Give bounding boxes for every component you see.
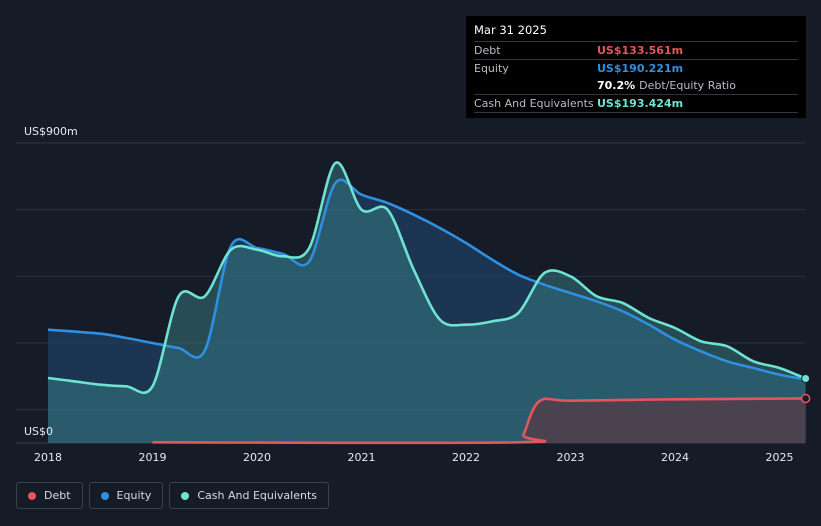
y-axis-labels: US$900m US$0 [24,125,78,438]
tooltip-cash-value: US$193.424m [597,97,684,110]
x-tick-label: 2025 [766,451,794,464]
tooltip-ratio-row: 70.2% Debt/Equity Ratio [474,77,798,95]
tooltip-ratio-label: Debt/Equity Ratio [639,79,736,92]
debt-dot-icon [28,491,36,500]
legend-equity-label: Equity [116,489,152,502]
x-tick-label: 2023 [557,451,585,464]
y-tick-label-bottom: US$0 [24,425,53,438]
y-tick-label-top: US$900m [24,125,78,138]
x-tick-label: 2019 [139,451,167,464]
cash-end-marker [801,374,811,384]
debt-end-marker [800,393,811,404]
tooltip-cash-label: Cash And Equivalents [474,97,594,110]
debt-area [152,398,806,443]
legend-item-equity[interactable]: Equity [88,482,164,509]
x-tick-label: 2021 [348,451,376,464]
series-lines [47,161,807,445]
legend: Debt Equity Cash And Equivalents [16,482,329,509]
tooltip-date: Mar 31 2025 [474,22,798,42]
x-tick-label: 2018 [34,451,62,464]
tooltip-ratio-value: 70.2% [597,79,636,92]
x-tick-label: 2022 [452,451,480,464]
x-axis-labels: 2018 2019 2020 2021 2022 2023 2024 2025 [34,451,794,464]
x-tick-label: 2024 [661,451,689,464]
tooltip-equity-label: Equity [474,62,509,75]
tooltip-debt-value: US$133.561m [597,44,684,57]
equity-dot-icon [100,491,109,500]
cash-dot-icon [181,491,190,500]
legend-item-debt[interactable]: Debt [16,482,83,509]
tooltip-equity-row: Equity US$190.221m [474,60,798,77]
tooltip-debt-label: Debt [474,44,501,57]
legend-cash-label: Cash And Equivalents [197,489,317,502]
cash-line [47,161,807,395]
legend-item-cash[interactable]: Cash And Equivalents [169,482,329,509]
equity-line [47,178,806,381]
tooltip-debt-row: Debt US$133.561m [474,42,798,60]
legend-debt-label: Debt [44,489,71,502]
x-tick-label: 2020 [243,451,271,464]
tooltip-cash-row: Cash And Equivalents US$193.424m [474,95,798,113]
tooltip-ratio-spacer [474,77,597,94]
debt-line [152,397,806,445]
series-areas [48,162,806,443]
cash-area [48,162,806,443]
tooltip-panel: Mar 31 2025 Debt US$133.561m Equity US$1… [466,16,806,118]
end-markers [800,374,811,404]
tooltip-equity-value: US$190.221m [597,62,684,75]
